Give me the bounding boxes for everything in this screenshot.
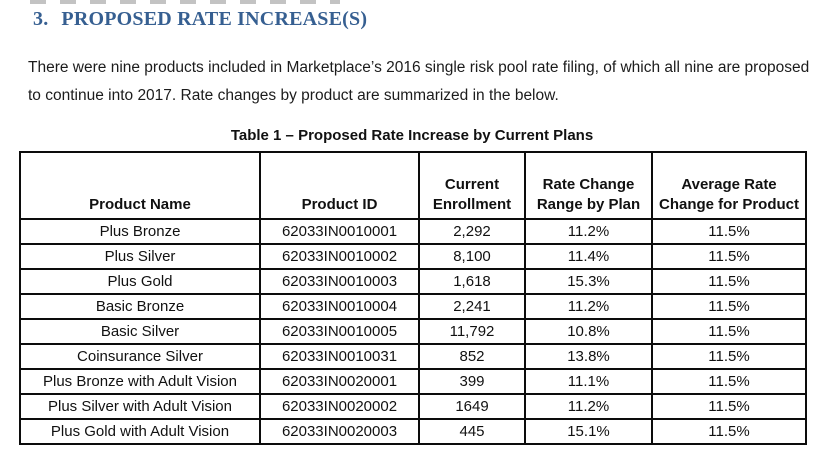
table-row: Basic Bronze 62033IN0010004 2,241 11.2% 11.5…	[19, 293, 807, 320]
average-rate-change-cell: 11.5%	[651, 268, 807, 295]
product-name-cell: Plus Bronze with Adult Vision	[19, 368, 261, 395]
product-id-cell: 62033IN0010005	[259, 318, 420, 345]
product-id-cell: 62033IN0010031	[259, 343, 420, 370]
scan-artifact	[30, 0, 340, 4]
rate-change-range-cell: 10.8%	[524, 318, 653, 345]
product-name-cell: Basic Silver	[19, 318, 261, 345]
table-row: Plus Gold 62033IN0010003 1,618 15.3% 11.5%	[19, 268, 807, 295]
product-id-cell: 62033IN0010001	[259, 218, 420, 245]
table-body: Plus Bronze 62033IN0010001 2,292 11.2% 11.5%…	[19, 218, 807, 445]
section-number: 3.	[33, 8, 49, 30]
average-rate-change-cell: 11.5%	[651, 243, 807, 270]
table-caption: Table 1 – Proposed Rate Increase by Curr…	[230, 127, 594, 144]
table-row: Plus Silver with Adult Vision 62033IN0020…	[19, 393, 807, 420]
table-row: Plus Gold with Adult Vision 62033IN002000…	[19, 418, 807, 445]
intro-paragraph: There were nine products included in Mar…	[28, 59, 810, 104]
average-rate-change-cell: 11.5%	[651, 343, 807, 370]
product-name-cell: Plus Silver	[19, 243, 261, 270]
product-name-cell: Plus Silver with Adult Vision	[19, 393, 261, 420]
rate-change-range-cell: 15.3%	[524, 268, 653, 295]
product-name-cell: Basic Bronze	[19, 293, 261, 320]
current-enrollment-cell: 2,292	[418, 218, 526, 245]
rate-change-range-cell: 13.8%	[524, 343, 653, 370]
average-rate-change-cell: 11.5%	[651, 393, 807, 420]
current-enrollment-cell: 11,792	[418, 318, 526, 345]
current-enrollment-cell: 445	[418, 418, 526, 445]
rate-change-range-cell: 15.1%	[524, 418, 653, 445]
current-enrollment-cell: 399	[418, 368, 526, 395]
rate-change-range-cell: 11.4%	[524, 243, 653, 270]
product-id-cell: 62033IN0020003	[259, 418, 420, 445]
column-header-current-enrollment: Current Enrollment	[418, 151, 526, 220]
current-enrollment-cell: 1649	[418, 393, 526, 420]
header-row: Product Name Product ID Current Enrollment…	[19, 151, 807, 220]
product-id-cell: 62033IN0010002	[259, 243, 420, 270]
section-heading: 3. PROPOSED RATE INCREASE(S)	[33, 6, 367, 32]
table-row: Plus Bronze with Adult Vision 62033IN0020…	[19, 368, 807, 395]
table-row: Basic Silver 62033IN0010005 11,792 10.8% 11.…	[19, 318, 807, 345]
product-name-cell: Plus Gold with Adult Vision	[19, 418, 261, 445]
current-enrollment-cell: 2,241	[418, 293, 526, 320]
current-enrollment-cell: 8,100	[418, 243, 526, 270]
product-id-cell: 62033IN0010004	[259, 293, 420, 320]
table-row: Plus Bronze 62033IN0010001 2,292 11.2% 11.5%	[19, 218, 807, 245]
rate-change-range-cell: 11.2%	[524, 393, 653, 420]
rate-change-range-cell: 11.2%	[524, 293, 653, 320]
column-header-average-rate-change: Average Rate Change for Product	[651, 151, 807, 220]
average-rate-change-cell: 11.5%	[651, 318, 807, 345]
average-rate-change-cell: 11.5%	[651, 418, 807, 445]
table-row: Plus Silver 62033IN0010002 8,100 11.4% 11.5%	[19, 243, 807, 270]
section-title: PROPOSED RATE INCREASE(S)	[61, 8, 368, 30]
table-row: Coinsurance Silver 62033IN0010031 852 13.8%…	[19, 343, 807, 370]
current-enrollment-cell: 1,618	[418, 268, 526, 295]
product-name-cell: Plus Gold	[19, 268, 261, 295]
average-rate-change-cell: 11.5%	[651, 368, 807, 395]
product-name-cell: Coinsurance Silver	[19, 343, 261, 370]
average-rate-change-cell: 11.5%	[651, 218, 807, 245]
rate-table: Product Name Product ID Current Enrollment…	[19, 151, 807, 445]
column-header-product-name: Product Name	[19, 151, 261, 220]
product-id-cell: 62033IN0020002	[259, 393, 420, 420]
rate-change-range-cell: 11.2%	[524, 218, 653, 245]
column-header-rate-change-range: Rate Change Range by Plan	[524, 151, 653, 220]
average-rate-change-cell: 11.5%	[651, 293, 807, 320]
current-enrollment-cell: 852	[418, 343, 526, 370]
product-name-cell: Plus Bronze	[19, 218, 261, 245]
product-id-cell: 62033IN0010003	[259, 268, 420, 295]
product-id-cell: 62033IN0020001	[259, 368, 420, 395]
column-header-product-id: Product ID	[259, 151, 420, 220]
rate-change-range-cell: 11.1%	[524, 368, 653, 395]
